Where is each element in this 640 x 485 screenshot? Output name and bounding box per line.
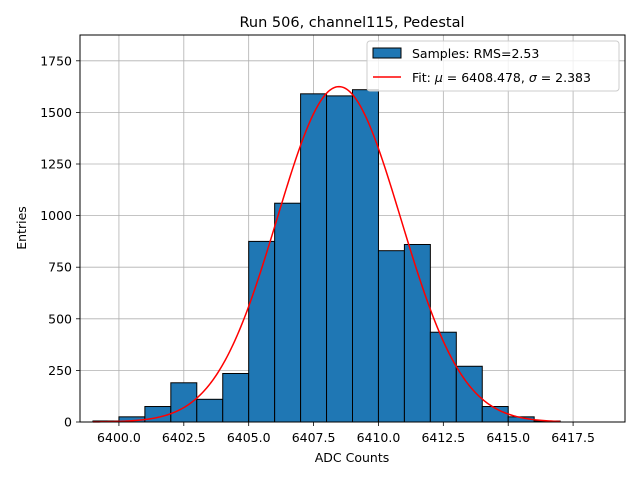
legend-samples-swatch <box>372 47 402 59</box>
y-tick-label: 1250 <box>40 157 72 172</box>
x-tick-label: 6410.0 <box>357 430 401 445</box>
histogram-bar <box>248 240 276 423</box>
x-tick-label: 6417.5 <box>551 430 595 445</box>
plot-frame <box>79 34 626 423</box>
legend: Samples: RMS=2.53 Fit: μ = 6408.478, σ =… <box>366 40 620 92</box>
x-tick-label: 6402.5 <box>162 430 206 445</box>
x-tick-label: 6415.0 <box>486 430 530 445</box>
fit-curve-group <box>92 85 561 423</box>
chart-title: Run 506, channel115, Pedestal <box>239 15 464 31</box>
y-axis-label: Entries <box>14 206 29 250</box>
histogram-bar <box>170 382 198 423</box>
y-tick-label: 1000 <box>40 208 72 223</box>
histogram-bar <box>196 398 224 423</box>
y-tick-label: 1500 <box>40 105 72 120</box>
legend-samples-label: Samples: RMS=2.53 <box>412 46 539 61</box>
x-tick-label: 6400.0 <box>97 430 141 445</box>
y-tick-label: 0 <box>64 415 72 430</box>
histogram-bar <box>300 93 328 423</box>
x-tick-label: 6407.5 <box>292 430 336 445</box>
y-tick-label: 500 <box>48 311 72 326</box>
histogram-bar <box>377 250 405 423</box>
y-axis-ticks: 0 250 500 750 1000 1250 1500 1750 <box>40 53 80 430</box>
histogram-bar <box>455 365 483 423</box>
y-tick-label: 1750 <box>40 53 72 68</box>
legend-fit-label: Fit: μ = 6408.478, σ = 2.383 <box>412 70 591 85</box>
x-tick-label: 6405.0 <box>227 430 271 445</box>
y-tick-label: 750 <box>48 260 72 275</box>
x-tick-label: 6412.5 <box>421 430 465 445</box>
histogram-bars <box>92 89 561 423</box>
x-axis-ticks: 6400.0 6402.5 6405.0 6407.5 6410.0 6412.5 6415… <box>97 422 595 445</box>
x-axis-label: ADC Counts <box>315 450 390 465</box>
fit-curve <box>92 85 561 423</box>
histogram-bar <box>326 95 353 423</box>
histogram-bar <box>274 202 302 423</box>
histogram-bar <box>222 372 250 423</box>
legend-box <box>366 40 620 92</box>
y-tick-label: 250 <box>48 363 72 378</box>
histogram-bar <box>429 331 457 423</box>
